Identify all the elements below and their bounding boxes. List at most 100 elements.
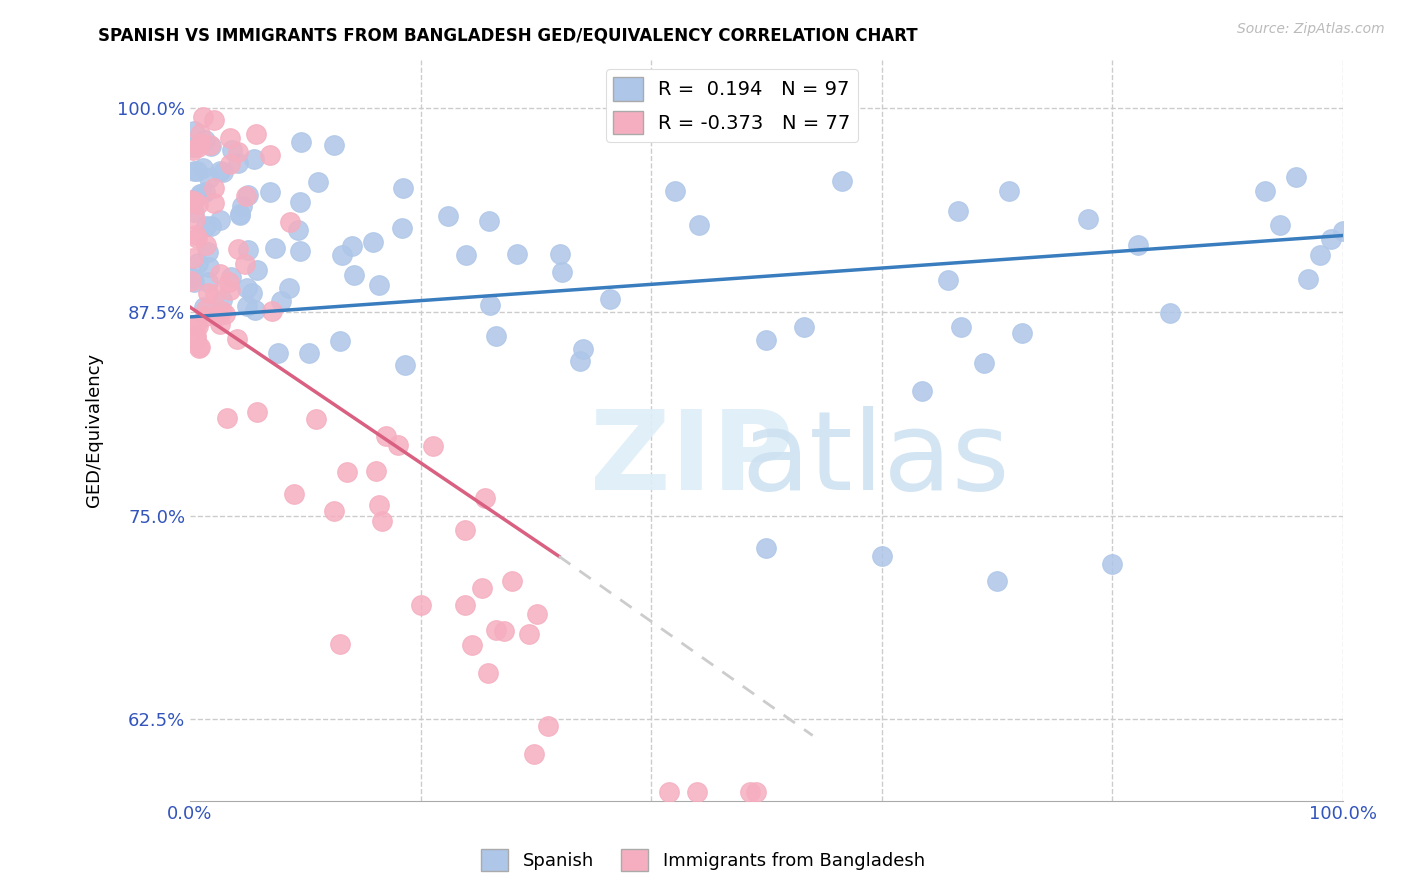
Point <box>340 239 363 253</box>
Point <box>236 281 259 295</box>
Point <box>323 138 346 153</box>
Point <box>391 221 413 235</box>
Point <box>197 285 219 300</box>
Point <box>186 227 208 242</box>
Point <box>1254 184 1277 198</box>
Point <box>551 265 574 279</box>
Point <box>870 549 893 564</box>
Point <box>298 346 321 360</box>
Point <box>484 623 506 637</box>
Point <box>1128 238 1150 252</box>
Point <box>183 211 205 226</box>
Point <box>322 504 344 518</box>
Point <box>179 193 201 207</box>
Point <box>831 173 853 187</box>
Legend: Spanish, Immigrants from Bangladesh: Spanish, Immigrants from Bangladesh <box>474 842 932 879</box>
Point <box>259 185 281 199</box>
Point <box>287 223 309 237</box>
Point <box>219 130 242 145</box>
Point <box>235 188 257 202</box>
Point <box>368 498 391 512</box>
Point <box>1298 272 1320 286</box>
Point <box>569 354 592 368</box>
Point <box>394 358 416 372</box>
Point <box>191 161 214 175</box>
Point <box>197 245 219 260</box>
Point <box>194 133 217 147</box>
Text: Source: ZipAtlas.com: Source: ZipAtlas.com <box>1237 22 1385 37</box>
Point <box>517 627 540 641</box>
Point <box>198 170 221 185</box>
Point <box>195 301 218 316</box>
Point <box>278 215 301 229</box>
Point <box>260 304 283 318</box>
Point <box>270 294 292 309</box>
Point <box>229 207 252 221</box>
Point <box>740 785 762 799</box>
Point <box>537 718 560 732</box>
Point <box>183 164 205 178</box>
Point <box>368 277 391 292</box>
Point <box>329 334 352 348</box>
Point <box>226 242 249 256</box>
Point <box>572 342 595 356</box>
Point <box>548 246 571 260</box>
Point <box>183 194 205 208</box>
Point <box>180 274 202 288</box>
Point <box>658 785 681 799</box>
Point <box>290 135 312 149</box>
Point <box>208 268 231 282</box>
Point <box>485 328 508 343</box>
Point <box>342 268 364 282</box>
Point <box>208 164 231 178</box>
Point <box>478 297 501 311</box>
Point <box>187 139 209 153</box>
Point <box>686 785 709 799</box>
Point <box>453 523 475 537</box>
Point <box>950 319 973 334</box>
Point <box>226 145 249 159</box>
Point <box>240 285 263 300</box>
Point <box>231 199 253 213</box>
Point <box>461 638 484 652</box>
Point <box>236 187 259 202</box>
Point <box>202 195 225 210</box>
Point <box>454 598 477 612</box>
Point <box>205 310 228 324</box>
Point <box>211 304 233 318</box>
Text: SPANISH VS IMMIGRANTS FROM BANGLADESH GED/EQUIVALENCY CORRELATION CHART: SPANISH VS IMMIGRANTS FROM BANGLADESH GE… <box>98 27 918 45</box>
Point <box>208 317 231 331</box>
Point <box>477 666 499 681</box>
Point <box>209 212 232 227</box>
Point <box>217 411 239 425</box>
Text: atlas: atlas <box>742 406 1011 513</box>
Point <box>1077 212 1099 227</box>
Point <box>190 187 212 202</box>
Point <box>1309 248 1331 262</box>
Point <box>361 235 384 249</box>
Point <box>194 219 217 233</box>
Point <box>454 248 477 262</box>
Point <box>263 241 285 255</box>
Point <box>477 214 499 228</box>
Point <box>329 636 352 650</box>
Point <box>194 309 217 323</box>
Point <box>197 276 219 290</box>
Point <box>200 139 222 153</box>
Point <box>190 186 212 201</box>
Point <box>218 276 240 290</box>
Point <box>1285 169 1308 184</box>
Point <box>375 429 398 443</box>
Point <box>973 356 995 370</box>
Point <box>364 464 387 478</box>
Point <box>183 276 205 290</box>
Point <box>986 574 1008 588</box>
Point <box>226 155 249 169</box>
Point <box>238 243 260 257</box>
Point <box>183 124 205 138</box>
Point <box>755 541 778 556</box>
Point <box>911 384 934 398</box>
Point <box>202 113 225 128</box>
Point <box>198 137 221 152</box>
Point <box>330 248 353 262</box>
